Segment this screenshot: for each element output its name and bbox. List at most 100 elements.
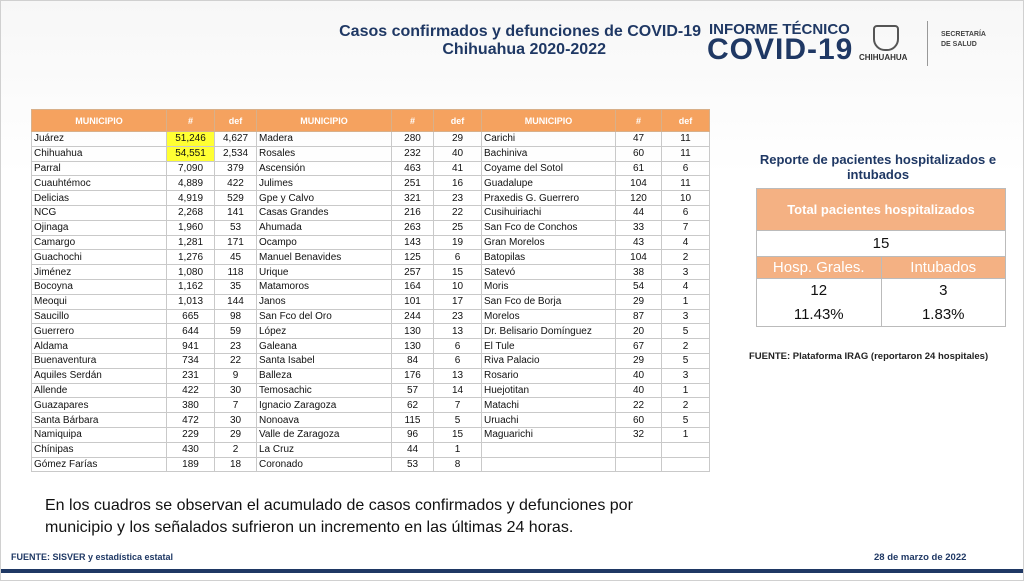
cell: Satevó [481,264,616,280]
cell: 144 [214,293,257,310]
cell: 1,162 [166,278,215,295]
cell: La Cruz [256,441,392,458]
cell: Dr. Belisario Domínguez [481,323,616,340]
cell: 1,281 [166,234,215,251]
cell: 7 [433,397,482,414]
table-row: Jiménez 1,080 118 Urique 257 15 Satevó 38 3 [31,264,710,280]
cell: 25 [433,219,482,236]
cell: 6 [433,352,482,369]
total-label: Total pacientes hospitalizados [756,188,1006,231]
report-source: FUENTE: Plataforma IRAG (reportaron 24 h… [749,351,989,362]
cell: 2,268 [166,204,215,221]
column-header: # [166,109,215,132]
cell: 1 [661,293,710,310]
cell: 53 [391,456,434,473]
cell: Carichi [481,131,616,147]
cell: 171 [214,234,257,251]
cell: 104 [615,175,662,192]
table-row: Parral 7,090 379 Ascensión 463 41 Coyame del S… [31,160,710,177]
table-row: Guerrero 644 59 López 130 13 Dr. Belisario Dom… [31,323,710,340]
cell: 118 [214,264,257,280]
cell: San Fco del Oro [256,308,392,325]
cell: 463 [391,160,434,177]
cell: 130 [391,338,434,354]
table-row: NCG 2,268 141 Casas Grandes 216 22 Cusihuiriac… [31,204,710,221]
cell: Moris [481,278,616,295]
cell: 15 [433,264,482,280]
column-header: def [214,109,257,132]
cell: 941 [166,338,215,354]
secretaria-label: DE SALUD [941,41,977,48]
cell: 189 [166,456,215,473]
cell: 130 [391,323,434,340]
cell: 6 [433,338,482,354]
cell: Parral [31,160,167,177]
cell: Buenaventura [31,352,167,369]
cell: Allende [31,382,167,399]
cell: 4,627 [214,131,257,147]
cell: Chihuahua [31,145,167,162]
footer-date: 28 de marzo de 2022 [874,552,967,563]
table-row: Santa Bárbara 472 30 Nonoava 115 5 Uruachi 60 5 [31,412,710,428]
cell: San Fco de Borja [481,293,616,310]
cell: 62 [391,397,434,414]
cell: 10 [433,278,482,295]
count: 3 [880,278,1006,303]
cell: 2 [214,441,257,458]
cell: 244 [391,308,434,325]
cell: Praxedis G. Guerrero [481,190,616,206]
cell: 2,534 [214,145,257,162]
cell: 13 [433,367,482,384]
cell: 9 [214,367,257,384]
column-header: def [661,109,710,132]
header-row: MUNICIPIO # def MUNICIPIO # def MUNICIPIO # def [31,109,710,132]
cell: 15 [433,426,482,443]
cell: 2 [661,397,710,414]
cell: Riva Palacio [481,352,616,369]
cell: 422 [166,382,215,399]
cell: Galeana [256,338,392,354]
table-row: Cuauhtémoc 4,889 422 Julimes 251 16 Guadalupe 1… [31,175,710,192]
cell: Guazapares [31,397,167,414]
cell: 57 [391,382,434,399]
cell: 7 [214,397,257,414]
cell: 29 [433,131,482,147]
table-row: Aldama 941 23 Galeana 130 6 El Tule 67 2 [31,338,710,354]
logo-text: INFORME TÉCNICO [709,21,850,38]
col-label: Intubados [880,256,1006,279]
cell: 1 [661,426,710,443]
cell: 87 [615,308,662,325]
cell: 54 [615,278,662,295]
table-row: Guazapares 380 7 Ignacio Zaragoza 62 7 Matachi… [31,397,710,414]
cell: 60 [615,145,662,162]
cell: Guadalupe [481,175,616,192]
cell: Santa Bárbara [31,412,167,428]
cell: 10 [661,190,710,206]
cell: 380 [166,397,215,414]
cell: 23 [433,308,482,325]
separator [927,21,928,66]
cell: 1,013 [166,293,215,310]
cell: Ahumada [256,219,392,236]
cell: 22 [214,352,257,369]
empty-cell [615,456,662,473]
cell: Julimes [256,175,392,192]
cell: 61 [615,160,662,177]
cell: Maguarichi [481,426,616,443]
cell: 29 [615,352,662,369]
cell: 40 [615,367,662,384]
cell: 47 [615,131,662,147]
table-row: Chihuahua 54,551 2,534 Rosales 232 40 Bachiniv… [31,145,710,162]
cell: Balleza [256,367,392,384]
cell: 141 [214,204,257,221]
state-label: CHIHUAHUA [859,53,908,62]
table-row: Juárez 51,246 4,627 Madera 280 29 Carichi 47 11 [31,131,710,147]
cell: 5 [661,352,710,369]
cell: 734 [166,352,215,369]
cell: 232 [391,145,434,162]
cell: Huejotitan [481,382,616,399]
cell: 84 [391,352,434,369]
cell: Valle de Zaragoza [256,426,392,443]
cell: 60 [615,412,662,428]
